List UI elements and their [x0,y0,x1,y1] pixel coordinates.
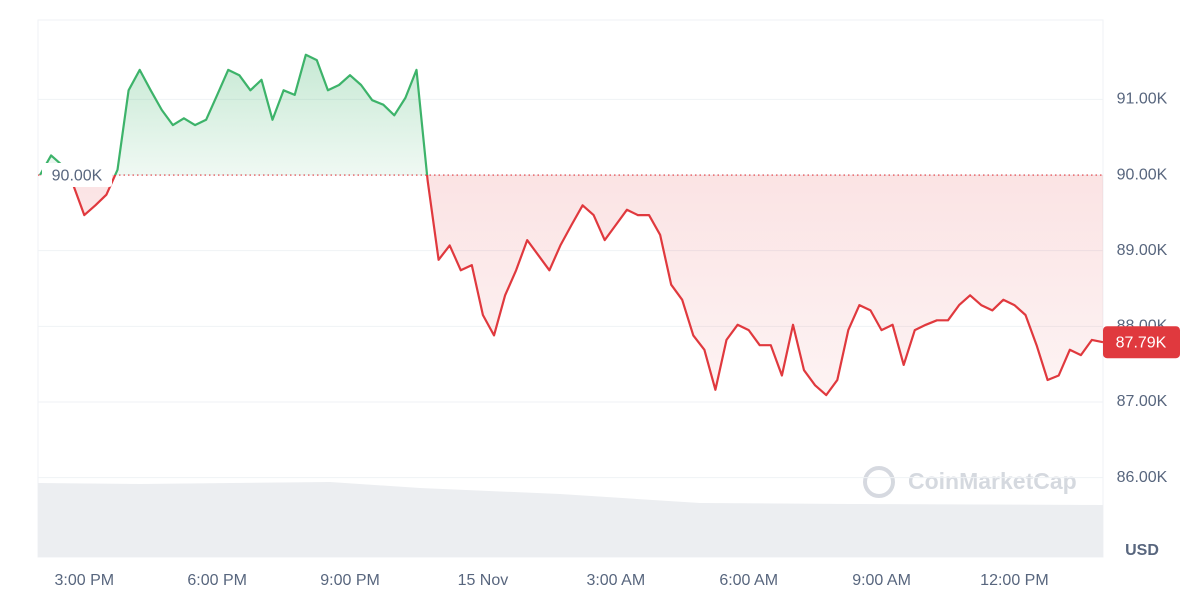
volume-area [38,482,1103,557]
x-tick-label: 3:00 PM [54,572,114,589]
x-tick-label: 9:00 PM [320,572,380,589]
price-tag [1103,326,1180,359]
y-tick-label: 91.00K [1117,91,1168,108]
y-tick-label: 90.00K [1117,166,1168,183]
y-unit: USD [1125,542,1159,559]
baseline-label: 90.00K [52,167,103,184]
y-tick-label: 86.00K [1117,469,1168,486]
x-tick-label: 9:00 AM [852,572,911,589]
x-tick-label: 6:00 AM [719,572,778,589]
baseline-label-bg [42,163,112,188]
watermark-text: CoinMarketCap [908,468,1077,494]
price-tag-label: 87.79K [1116,334,1167,351]
x-tick-label: 6:00 PM [187,572,247,589]
price-line [39,53,1104,397]
y-tick-label: 87.00K [1117,393,1168,410]
x-tick-label: 15 Nov [458,572,509,589]
x-tick-label: 3:00 AM [586,572,645,589]
watermark: CoinMarketCap [863,466,1077,498]
x-tick-label: 12:00 PM [980,572,1048,589]
y-tick-label: 89.00K [1117,242,1168,259]
